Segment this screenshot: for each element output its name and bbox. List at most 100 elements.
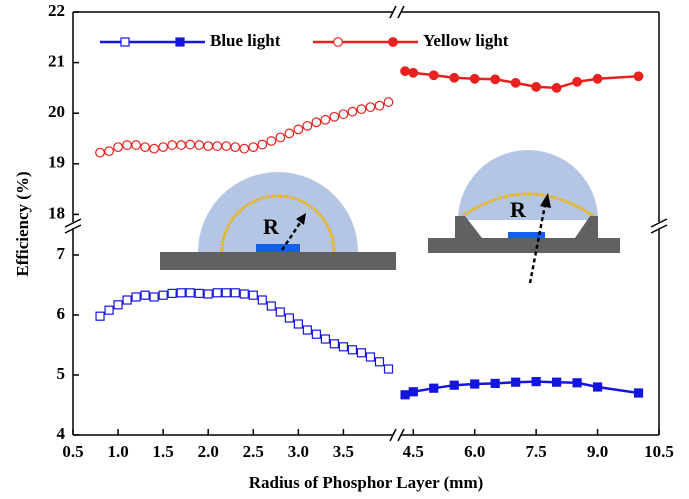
inset-right: R — [428, 150, 620, 290]
y-axis-title: Efficiency (%) — [13, 171, 32, 276]
data-point — [105, 306, 113, 314]
data-point — [186, 289, 194, 297]
data-point — [177, 141, 186, 150]
legend-marker — [121, 38, 129, 46]
data-point — [177, 289, 185, 297]
data-point — [634, 72, 643, 81]
data-point — [294, 125, 303, 134]
data-point — [294, 320, 302, 328]
data-point — [339, 110, 348, 119]
chart: R R Radius of Phosphor Layer (mm) Effici… — [0, 0, 689, 499]
y-tick-label: 19 — [48, 153, 65, 172]
chip — [256, 244, 300, 252]
data-point — [204, 142, 213, 151]
frame — [65, 6, 667, 441]
data-point — [491, 379, 499, 387]
y-tick-label: 22 — [48, 1, 65, 20]
x-axis-title: Radius of Phosphor Layer (mm) — [249, 473, 484, 492]
data-point — [339, 343, 347, 351]
x-tick-label: 2.5 — [243, 442, 264, 461]
data-point — [249, 143, 258, 152]
x-tick-label: 3.0 — [288, 442, 309, 461]
legend-label: Blue light — [210, 31, 281, 50]
legend-marker — [176, 38, 184, 46]
data-point — [321, 115, 330, 124]
inset-left: R — [160, 172, 396, 270]
series-line — [100, 293, 388, 369]
base — [160, 252, 396, 270]
data-point — [384, 365, 392, 373]
data-point — [532, 378, 540, 386]
data-point — [401, 67, 410, 76]
data-point — [471, 380, 479, 388]
x-tick-label: 1.5 — [153, 442, 174, 461]
y-tick-label: 5 — [57, 364, 66, 383]
data-point — [321, 335, 329, 343]
data-point — [366, 353, 374, 361]
data-point — [159, 291, 167, 299]
data-point — [512, 378, 520, 386]
data-point — [222, 142, 231, 151]
data-point — [231, 289, 239, 297]
data-point — [573, 379, 581, 387]
x-tick-label: 7.5 — [526, 442, 547, 461]
data-point — [303, 326, 311, 334]
dome — [458, 150, 598, 290]
x-tick-label: 0.5 — [62, 442, 83, 461]
x-tick-label: 10.5 — [644, 442, 674, 461]
x-tick-label: 2.0 — [198, 442, 219, 461]
data-point — [186, 140, 195, 149]
data-point — [141, 143, 150, 152]
data-point — [123, 296, 131, 304]
data-point — [312, 118, 321, 127]
data-point — [450, 73, 459, 82]
inset-label: R — [263, 214, 280, 239]
data-point — [141, 291, 149, 299]
data-point — [552, 84, 561, 93]
data-point — [276, 308, 284, 316]
legend-marker — [334, 38, 343, 47]
data-point — [384, 98, 393, 107]
data-point — [285, 129, 294, 138]
legend-label: Yellow light — [423, 31, 509, 50]
axis-break — [65, 6, 667, 441]
data-point — [409, 68, 418, 77]
x-tick-label: 6.0 — [464, 442, 485, 461]
y-tick-label: 4 — [57, 424, 66, 443]
x-tick-label: 3.5 — [333, 442, 354, 461]
data-point — [276, 133, 285, 142]
data-point — [573, 78, 582, 87]
data-point — [114, 301, 122, 309]
data-point — [195, 289, 203, 297]
data-point — [401, 391, 409, 399]
data-point — [285, 314, 293, 322]
data-point — [132, 141, 141, 150]
data-point — [635, 389, 643, 397]
data-point — [430, 384, 438, 392]
data-point — [123, 141, 132, 150]
data-point — [312, 330, 320, 338]
data-point — [240, 144, 249, 153]
data-point — [159, 143, 168, 152]
data-point — [330, 340, 338, 348]
data-point — [330, 112, 339, 121]
data-point — [195, 141, 204, 150]
data-point — [357, 105, 366, 114]
x-tick-label: 9.0 — [587, 442, 608, 461]
data-point — [348, 107, 357, 116]
data-point — [249, 291, 257, 299]
x-tick-label: 1.0 — [107, 442, 128, 461]
data-point — [114, 143, 123, 152]
y-tick-label: 18 — [48, 203, 65, 222]
data-point — [258, 296, 266, 304]
data-point — [511, 79, 520, 88]
legend-marker — [389, 38, 398, 47]
data-point — [96, 312, 104, 320]
series-line — [405, 71, 638, 88]
data-point — [532, 83, 541, 92]
data-point — [267, 302, 275, 310]
data-point — [470, 74, 479, 83]
data-point — [267, 137, 276, 146]
data-point — [366, 103, 375, 112]
data-point — [222, 289, 230, 297]
